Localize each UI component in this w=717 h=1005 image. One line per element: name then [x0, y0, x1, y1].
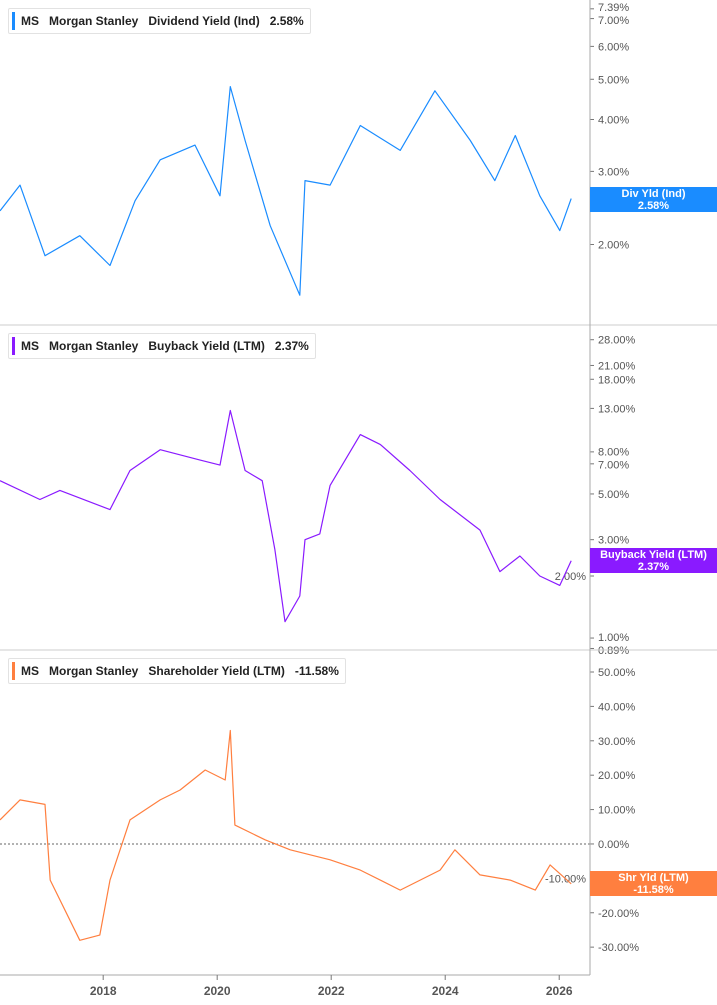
legend-ticker: MS: [21, 14, 39, 28]
y-tick-label: 40.00%: [598, 701, 636, 713]
y-tick-label: 10.00%: [598, 805, 636, 817]
x-tick-label: 2024: [432, 984, 459, 998]
tag-value: 2.58%: [637, 200, 670, 212]
tag-label: Div Yld (Ind): [621, 188, 686, 200]
y-tick-label: 18.00%: [598, 374, 636, 386]
series-line-1: [0, 409, 572, 623]
y-tick-label: 2.00%: [598, 240, 629, 252]
y-tick-label: 3.00%: [598, 166, 629, 178]
y-tick-label: 3.00%: [598, 535, 629, 547]
y-tick-label: 7.00%: [598, 15, 629, 27]
legend-color-swatch: [12, 662, 15, 680]
legend-shareholder-yield: MS Morgan Stanley Shareholder Yield (LTM…: [8, 658, 346, 684]
legend-metric: Dividend Yield (Ind): [148, 14, 260, 28]
legend-company: Morgan Stanley: [49, 14, 139, 28]
x-tick-label: 2020: [204, 984, 231, 998]
legend-dividend-yield: MS Morgan Stanley Dividend Yield (Ind) 2…: [8, 8, 311, 34]
y-tick-label: 21.00%: [598, 360, 636, 372]
value-tag-shareholder-yield: Shr Yld (LTM) -11.58%: [590, 871, 717, 896]
tag-label: Shr Yld (LTM): [618, 872, 689, 884]
y-tick-label: 5.00%: [598, 74, 629, 86]
legend-ticker: MS: [21, 664, 39, 678]
legend-company: Morgan Stanley: [49, 664, 139, 678]
tag-value: 2.37%: [637, 561, 670, 573]
tag-value: -11.58%: [633, 884, 674, 896]
legend-ticker: MS: [21, 339, 39, 353]
y-tick-label: -30.00%: [598, 942, 639, 954]
legend-company: Morgan Stanley: [49, 339, 139, 353]
legend-color-swatch: [12, 12, 15, 30]
y-tick-label: 6.00%: [598, 41, 629, 53]
legend-value: -11.58%: [294, 664, 339, 678]
series-line-0: [0, 85, 572, 296]
legend-value: 2.37%: [274, 339, 309, 353]
value-tag-buyback-yield: Buyback Yield (LTM) 2.37%: [590, 548, 717, 573]
y-tick-label: 7.00%: [598, 459, 629, 471]
legend-buyback-yield: MS Morgan Stanley Buyback Yield (LTM) 2.…: [8, 333, 316, 359]
y-tick-label: 30.00%: [598, 736, 636, 748]
x-tick-label: 2022: [318, 984, 345, 998]
y-tick-label: -20.00%: [598, 908, 639, 920]
y-tick-label: 5.00%: [598, 489, 629, 501]
y-tick-label: 13.00%: [598, 403, 636, 415]
legend-metric: Buyback Yield (LTM): [148, 339, 265, 353]
y-tick-label: 0.00%: [598, 839, 629, 851]
value-tag-dividend-yield: Div Yld (Ind) 2.58%: [590, 187, 717, 212]
x-tick-label: 2026: [546, 984, 573, 998]
y-tick-label: 2.00%: [555, 571, 586, 583]
y-tick-label: 28.00%: [598, 335, 636, 347]
series-line-2: [0, 729, 572, 941]
tag-label: Buyback Yield (LTM): [600, 549, 707, 561]
legend-color-swatch: [12, 337, 15, 355]
x-tick-label: 2018: [90, 984, 117, 998]
y-tick-label: 50.00%: [598, 667, 636, 679]
y-tick-label: 20.00%: [598, 770, 636, 782]
y-tick-label: 0.89%: [598, 645, 629, 657]
y-tick-label: 1.00%: [598, 632, 629, 644]
legend-value: 2.58%: [269, 14, 304, 28]
y-tick-label: 4.00%: [598, 115, 629, 127]
y-tick-label: 8.00%: [598, 446, 629, 458]
y-tick-label: 7.39%: [598, 2, 629, 14]
legend-metric: Shareholder Yield (LTM): [148, 664, 285, 678]
